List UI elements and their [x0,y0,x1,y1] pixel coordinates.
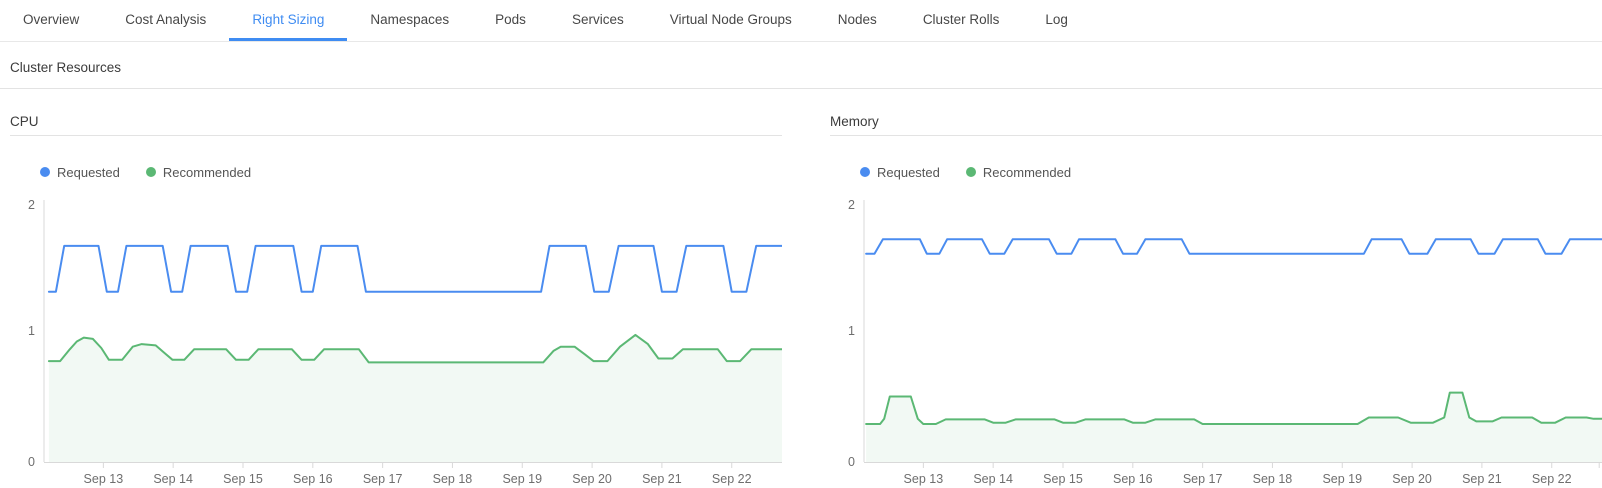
x-tick-label: Sep 17 [363,472,403,486]
legend-label: Requested [877,164,940,180]
x-tick-label: Sep 16 [293,472,333,486]
memory-legend-item-recommended[interactable]: Recommended [965,164,1072,180]
tab-services[interactable]: Services [571,11,624,27]
charts-row: CPU Requested Recommended 2 1 0 Sep 13 Sep 14… [0,89,1602,488]
requested-line [865,238,1602,255]
cpu-chart-title: CPU [10,114,782,136]
y-tick-label: 0 [28,455,35,469]
y-tick-label: 2 [848,200,855,212]
tab-overview[interactable]: Overview [23,11,80,27]
x-tick-label: Sep 18 [1253,472,1293,486]
x-tick-label: Sep 20 [572,472,612,486]
memory-chart-legend: Requested Recommended [860,164,1602,180]
legend-label: Requested [57,164,120,180]
recommended-line [47,333,782,364]
recommended-area [48,334,782,462]
x-tick-label: Sep 20 [1392,472,1432,486]
cpu-chart-canvas: 2 1 0 Sep 13 Sep 14 Sep 15 Sep 16 Sep 17 Sep 18 S… [28,200,782,486]
tab-pods[interactable]: Pods [495,11,526,27]
x-tick-label: Sep 14 [973,472,1013,486]
y-tick-label: 0 [848,455,855,469]
memory-chart-card: Memory Requested Recommended 2 1 0 Sep 13 Sep… [830,114,1602,488]
cpu-chart-card: CPU Requested Recommended 2 1 0 Sep 13 Sep 14… [10,114,782,488]
legend-dot-icon [965,167,976,177]
tab-log[interactable]: Log [1045,11,1068,27]
section-header: Cluster Resources [0,42,1602,89]
tab-nodes[interactable]: Nodes [837,11,877,27]
x-tick-label: Sep 21 [642,472,682,486]
recommended-line [865,391,1602,425]
memory-legend-item-requested[interactable]: Requested [860,165,940,180]
recommended-area [866,392,1602,462]
x-tick-label: Sep 14 [153,472,193,486]
requested-line [47,244,782,293]
x-tick-label: Sep 22 [1532,472,1572,486]
x-tick-label: Sep 15 [223,472,263,486]
x-tick-label: Sep 13 [84,472,124,486]
legend-label: Recommended [982,164,1072,180]
cpu-legend-item-requested[interactable]: Requested [40,165,120,180]
tab-cluster-rolls[interactable]: Cluster Rolls [922,11,1000,27]
tab-bar: Overview Cost Analysis Right Sizing Namespa… [0,0,1602,42]
x-tick-label: Sep 19 [1322,472,1362,486]
x-tick-label: Sep 16 [1113,472,1153,486]
x-tick-label: Sep 21 [1462,472,1502,486]
legend-dot-icon [40,167,50,177]
x-tick-label: Sep 22 [712,472,752,486]
legend-label: Recommended [162,164,252,180]
x-tick-label: Sep 17 [1183,472,1223,486]
memory-chart-title: Memory [830,114,1602,136]
cpu-legend-item-recommended[interactable]: Recommended [145,164,252,180]
y-tick-label: 1 [848,324,855,338]
section-title: Cluster Resources [10,60,122,75]
tab-cost-analysis[interactable]: Cost Analysis [125,11,207,27]
memory-chart-canvas: 2 1 0 Sep 13 Sep 14 Sep 15 Sep 16 Sep 17 Sep 18 S… [848,200,1602,486]
x-tick-label: Sep 18 [433,472,473,486]
x-tick-label: Sep 19 [502,472,542,486]
legend-dot-icon [145,167,156,177]
legend-dot-icon [860,167,870,177]
tab-namespaces[interactable]: Namespaces [370,11,450,27]
y-tick-label: 1 [28,324,35,338]
y-tick-label: 2 [28,200,35,212]
x-tick-label: Sep 15 [1043,472,1083,486]
cpu-chart-legend: Requested Recommended [40,164,782,180]
x-tick-label: Sep 13 [904,472,944,486]
tab-virtual-node-groups[interactable]: Virtual Node Groups [669,11,792,27]
tab-right-sizing[interactable]: Right Sizing [229,0,348,41]
